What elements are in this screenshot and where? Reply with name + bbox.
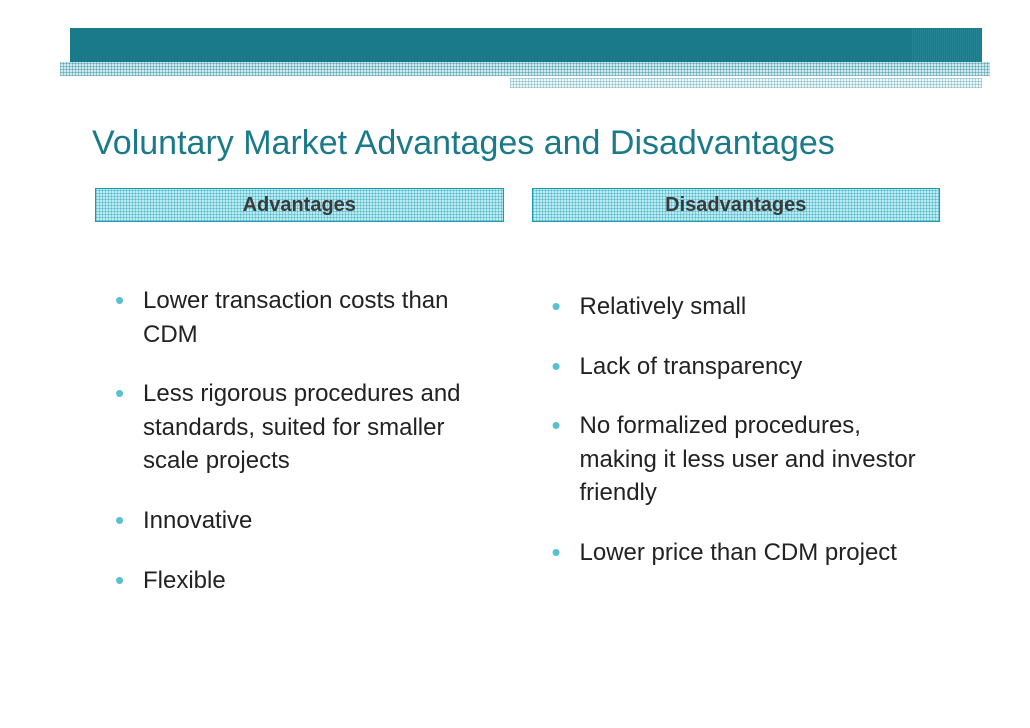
disadvantages-header: Disadvantages <box>532 188 941 222</box>
list-item: Relatively small <box>552 290 941 324</box>
decorative-top-bar <box>70 28 982 62</box>
two-column-layout: Advantages Lower transaction costs than … <box>95 188 940 623</box>
list-item: Lower transaction costs than CDM <box>115 284 504 351</box>
list-item: Lower price than CDM project <box>552 536 941 570</box>
list-item: Less rigorous procedures and standards, … <box>115 377 504 478</box>
list-item: Flexible <box>115 564 504 598</box>
decorative-grid-strip <box>60 62 990 76</box>
slide-title: Voluntary Market Advantages and Disadvan… <box>92 124 970 163</box>
decorative-grid-strip-lower <box>510 78 982 88</box>
list-item: Innovative <box>115 504 504 538</box>
list-item: Lack of transparency <box>552 350 941 384</box>
advantages-column: Advantages Lower transaction costs than … <box>95 188 504 623</box>
advantages-header: Advantages <box>95 188 504 222</box>
disadvantages-column: Disadvantages Relatively small Lack of t… <box>532 188 941 623</box>
list-item: No formalized procedures, making it less… <box>552 409 941 510</box>
disadvantages-list: Relatively small Lack of transparency No… <box>532 290 941 570</box>
advantages-list: Lower transaction costs than CDM Less ri… <box>95 284 504 597</box>
